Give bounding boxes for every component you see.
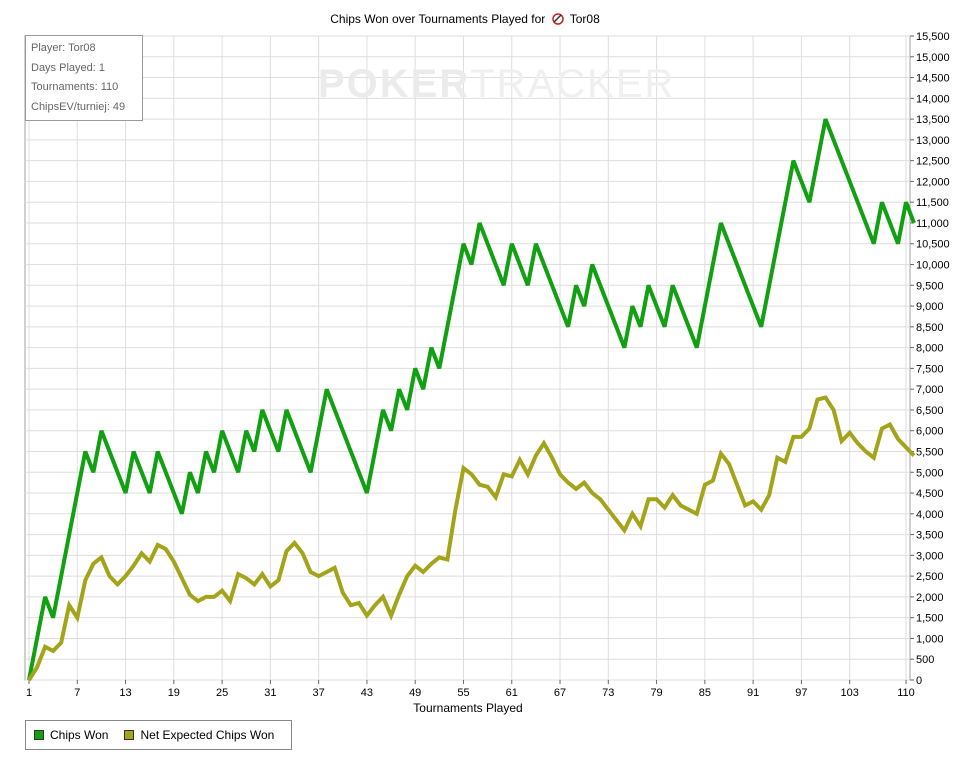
y-tick-label: 11,000 xyxy=(916,218,949,230)
legend-label-chips-won: Chips Won xyxy=(50,728,109,742)
x-tick-label: 25 xyxy=(216,687,228,699)
chart-title-text: Chips Won over Tournaments Played for xyxy=(330,12,546,26)
x-tick-label: 110 xyxy=(897,687,915,699)
x-tick-label: 7 xyxy=(74,687,80,699)
y-tick-label: 1,000 xyxy=(916,633,944,645)
x-tick-label: 73 xyxy=(602,687,614,699)
y-tick-label: 13,000 xyxy=(916,135,950,147)
x-tick-label: 67 xyxy=(554,687,566,699)
y-tick-label: 12,500 xyxy=(916,156,950,168)
x-tick-label: 37 xyxy=(313,687,325,699)
net-expected-swatch xyxy=(124,730,135,740)
pokertracker-watermark: POKERTRACKER xyxy=(318,62,675,107)
watermark-part1: POKER xyxy=(318,62,471,106)
net-expected-line xyxy=(27,395,916,682)
x-tick-label: 85 xyxy=(699,687,711,699)
y-tick-label: 14,000 xyxy=(916,93,950,105)
y-tick-label: 15,500 xyxy=(916,31,950,43)
y-tick-label: 3,000 xyxy=(916,550,944,562)
grid xyxy=(25,35,910,681)
chips-won-swatch xyxy=(34,730,44,740)
y-tick-label: 14,500 xyxy=(916,73,950,85)
x-tick-label: 79 xyxy=(650,687,662,699)
y-tick-label: 8,000 xyxy=(916,343,944,355)
y-tick-label: 4,000 xyxy=(916,509,944,521)
pokertracker-site-icon xyxy=(551,13,564,25)
y-tick-label: 2,000 xyxy=(916,592,944,604)
watermark-part2: TRACKER xyxy=(470,62,676,106)
y-tick-label: 1,500 xyxy=(916,613,944,625)
y-tick-label: 7,000 xyxy=(916,384,944,396)
plot-area xyxy=(24,35,911,681)
x-tick-label: 91 xyxy=(747,687,759,699)
x-tick-label: 61 xyxy=(506,687,518,699)
y-tick-label: 8,500 xyxy=(916,322,944,334)
y-tick-label: 13,500 xyxy=(916,114,950,126)
y-tick-label: 500 xyxy=(916,654,934,666)
y-tick-label: 11,500 xyxy=(916,197,949,209)
y-tick-label: 12,000 xyxy=(916,176,950,188)
x-tick-label: 1 xyxy=(26,687,32,699)
x-tick-label: 55 xyxy=(457,687,469,699)
axes: 0 500 1,000 1,500 2,000 2,500 3,000 3,500 4,000 4… xyxy=(26,31,950,699)
info-chipsev: ChipsEV/turniej: 49 xyxy=(31,100,126,113)
x-tick-label: 49 xyxy=(409,687,421,699)
y-tick-label: 15,000 xyxy=(916,52,950,64)
y-tick-label: 6,500 xyxy=(916,405,944,417)
chart-title-player: Tor08 xyxy=(569,12,600,26)
y-tick-label: 9,000 xyxy=(916,301,944,313)
info-days-played: Days Played: 1 xyxy=(31,61,105,74)
x-tick-label: 13 xyxy=(119,687,131,699)
y-tick-label: 5,000 xyxy=(916,467,944,479)
y-tick-label: 6,000 xyxy=(916,426,944,438)
y-tick-label: 3,500 xyxy=(916,530,944,542)
series xyxy=(27,118,916,682)
x-tick-label: 43 xyxy=(361,687,373,699)
legend-item-chips-won[interactable]: Chips Won xyxy=(34,728,108,742)
y-tick-label: 0 xyxy=(916,675,922,687)
y-tick-label: 5,500 xyxy=(916,446,944,458)
legend-label-net-expected: Net Expected Chips Won xyxy=(140,728,275,742)
player-info-box: Player: Tor08 Days Played: 1 Tournaments… xyxy=(25,35,143,121)
info-player: Player: Tor08 xyxy=(31,42,96,54)
legend: Chips Won Net Expected Chips Won xyxy=(25,720,292,750)
x-axis-label: Tournaments Played xyxy=(413,701,523,715)
x-tick-label: 19 xyxy=(168,687,180,699)
x-tick-label: 97 xyxy=(795,687,807,699)
y-tick-label: 4,500 xyxy=(916,488,944,500)
legend-item-net-expected[interactable]: Net Expected Chips Won xyxy=(124,728,274,742)
y-tick-label: 10,500 xyxy=(916,239,950,251)
y-tick-label: 10,000 xyxy=(916,260,950,272)
x-tick-label: 103 xyxy=(840,687,858,699)
x-tick-label: 31 xyxy=(264,687,276,699)
y-tick-label: 2,500 xyxy=(916,571,944,583)
info-tournaments: Tournaments: 110 xyxy=(31,81,119,93)
chart-title: Chips Won over Tournaments Played for To… xyxy=(0,12,930,26)
y-tick-label: 9,500 xyxy=(916,280,944,292)
chips-won-line xyxy=(27,118,916,681)
y-tick-label: 7,500 xyxy=(916,363,944,375)
